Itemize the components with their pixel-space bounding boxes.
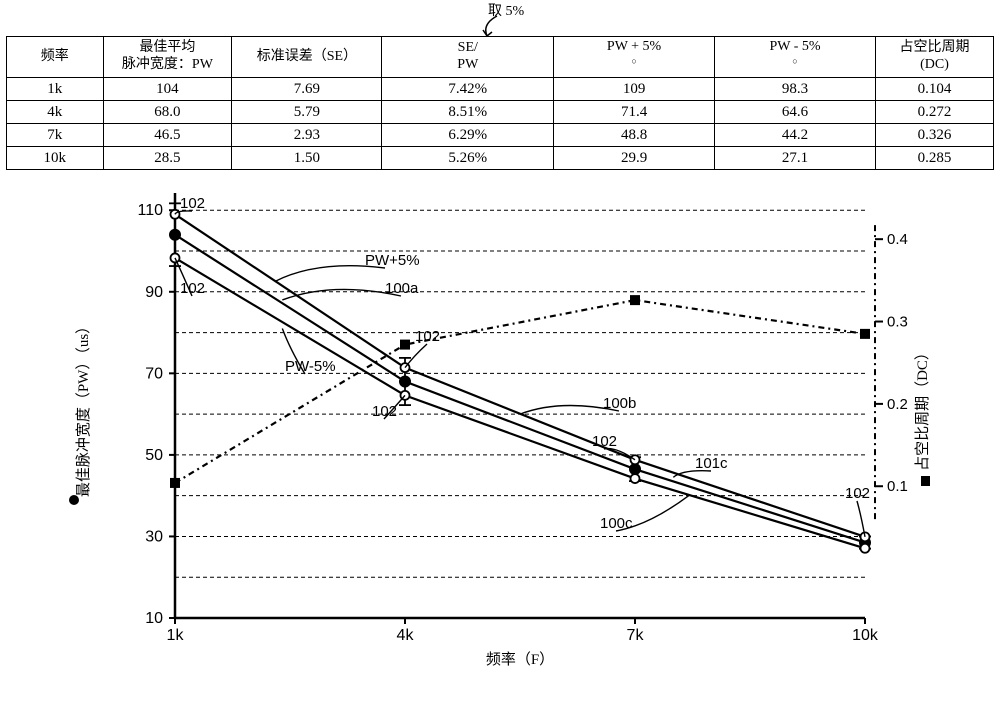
- table-cell: 104: [103, 78, 232, 101]
- svg-text:50: 50: [145, 447, 163, 464]
- svg-text:102: 102: [180, 280, 205, 297]
- svg-text:30: 30: [145, 528, 163, 545]
- table-cell: 44.2: [715, 124, 876, 147]
- table-cell: 0.285: [875, 147, 993, 170]
- svg-text:4k: 4k: [397, 627, 415, 644]
- table-cell: 5.26%: [382, 147, 554, 170]
- table-cell: 0.104: [875, 78, 993, 101]
- table-cell: 48.8: [554, 124, 715, 147]
- svg-text:PW-5%: PW-5%: [285, 358, 336, 375]
- col-dc: 占空比周期 (DC): [875, 37, 993, 78]
- chart: 10 30 50 70 90 110 1k 4k 7k 10k 0.1 0.2 0.3 0.4 频率（F） 最…: [60, 178, 930, 698]
- svg-text:102: 102: [180, 195, 205, 212]
- table-cell: 64.6: [715, 101, 876, 124]
- col-sepw: SE/ PW: [382, 37, 554, 78]
- svg-text:7k: 7k: [627, 627, 645, 644]
- table-cell: 68.0: [103, 101, 232, 124]
- table-cell: 1.50: [232, 147, 382, 170]
- svg-text:0.2: 0.2: [887, 396, 908, 413]
- table-cell: 0.272: [875, 101, 993, 124]
- table-cell: 29.9: [554, 147, 715, 170]
- table-cell: 8.51%: [382, 101, 554, 124]
- svg-text:10: 10: [145, 610, 163, 627]
- table-cell: 2.93: [232, 124, 382, 147]
- svg-text:0.3: 0.3: [887, 314, 908, 331]
- svg-text:102: 102: [845, 485, 870, 502]
- data-table: 频率 最佳平均 脉冲宽度：PW 标准误差（SE） SE/ PW PW + 5%○…: [6, 36, 994, 170]
- svg-text:100c: 100c: [600, 515, 633, 532]
- table-cell: 46.5: [103, 124, 232, 147]
- col-se: 标准误差（SE）: [232, 37, 382, 78]
- table-cell: 7.42%: [382, 78, 554, 101]
- table-cell: 27.1: [715, 147, 876, 170]
- svg-text:110: 110: [137, 202, 163, 219]
- svg-text:101c: 101c: [695, 455, 728, 472]
- table-cell: 10k: [7, 147, 104, 170]
- table-cell: 1k: [7, 78, 104, 101]
- svg-text:100a: 100a: [385, 280, 419, 297]
- col-pwplus: PW + 5%○: [554, 37, 715, 78]
- table-cell: 7k: [7, 124, 104, 147]
- table-cell: 71.4: [554, 101, 715, 124]
- col-freq: 频率: [7, 37, 104, 78]
- svg-text:0.4: 0.4: [887, 231, 908, 248]
- svg-text:0.1: 0.1: [887, 478, 908, 495]
- svg-text:90: 90: [145, 284, 163, 301]
- table-cell: 4k: [7, 101, 104, 124]
- svg-text:102: 102: [415, 328, 440, 345]
- table-header-row: 频率 最佳平均 脉冲宽度：PW 标准误差（SE） SE/ PW PW + 5%○…: [7, 37, 994, 78]
- table-cell: 98.3: [715, 78, 876, 101]
- table-cell: 0.326: [875, 124, 993, 147]
- table-cell: 7.69: [232, 78, 382, 101]
- svg-text:PW+5%: PW+5%: [365, 252, 420, 269]
- svg-text:占空比周期（DC）: 占空比周期（DC）: [914, 345, 930, 471]
- svg-text:102: 102: [592, 433, 617, 450]
- svg-text:频率（F）: 频率（F）: [486, 651, 554, 668]
- col-pw: 最佳平均 脉冲宽度：PW: [103, 37, 232, 78]
- svg-text:102: 102: [372, 403, 397, 420]
- table-row: 1k1047.697.42%10998.30.104: [7, 78, 994, 101]
- col-pwminus: PW - 5%○: [715, 37, 876, 78]
- table-cell: 109: [554, 78, 715, 101]
- svg-text:100b: 100b: [603, 395, 636, 412]
- table-cell: 6.29%: [382, 124, 554, 147]
- table-row: 10k28.51.505.26%29.927.10.285: [7, 147, 994, 170]
- table-cell: 5.79: [232, 101, 382, 124]
- table-row: 4k68.05.798.51%71.464.60.272: [7, 101, 994, 124]
- table-row: 7k46.52.936.29%48.844.20.326: [7, 124, 994, 147]
- svg-text:70: 70: [145, 365, 163, 382]
- svg-text:1k: 1k: [167, 627, 185, 644]
- svg-text:最佳脉冲宽度（PW）（us）: 最佳脉冲宽度（PW）（us）: [75, 319, 92, 497]
- svg-text:10k: 10k: [852, 627, 879, 644]
- table-cell: 28.5: [103, 147, 232, 170]
